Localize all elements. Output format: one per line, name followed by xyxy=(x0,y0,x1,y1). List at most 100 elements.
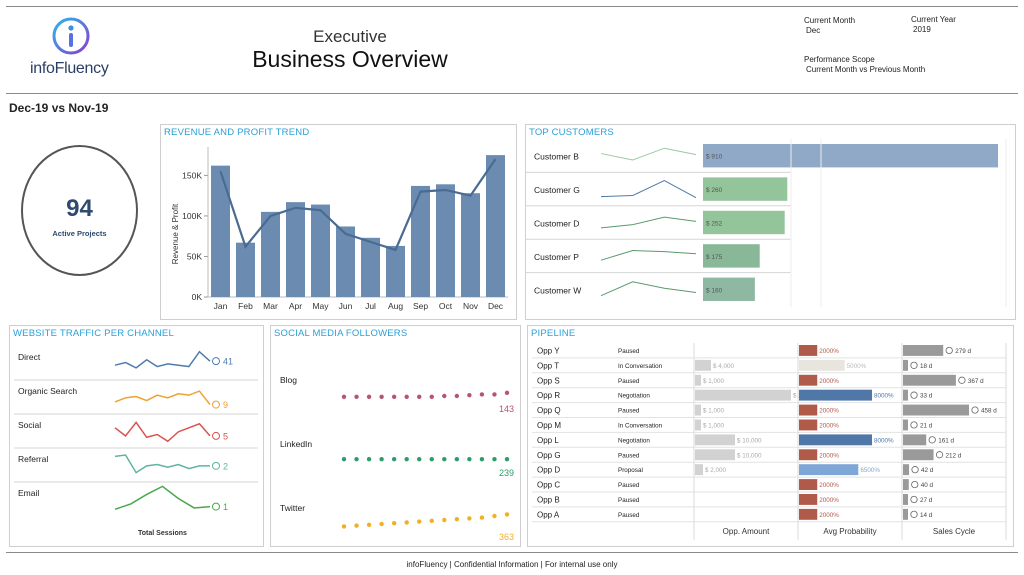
clock-icon xyxy=(958,376,966,384)
customer-bar xyxy=(703,244,760,268)
current-month-select[interactable]: Dec xyxy=(806,26,821,35)
follower-dot xyxy=(479,457,485,462)
kpi-value: 94 xyxy=(66,195,93,222)
amount-bar xyxy=(695,434,735,446)
cycle-bar xyxy=(903,389,908,401)
probability-label: 2000% xyxy=(819,452,839,459)
opp-stage: Paused xyxy=(618,378,640,385)
revenue-bar xyxy=(386,245,405,297)
amount-label: $ 1,000 xyxy=(703,378,725,385)
probability-label: 2000% xyxy=(819,348,839,355)
follower-dot xyxy=(404,457,409,462)
cycle-bar xyxy=(903,508,908,520)
performance-scope-select[interactable]: Current Month vs Previous Month xyxy=(806,65,926,74)
revenue-bar xyxy=(461,193,480,297)
probability-label: 8000% xyxy=(874,437,894,444)
amount-label: $ 1,000 xyxy=(703,422,725,429)
follower-dot xyxy=(429,394,434,399)
x-tick-label: Mar xyxy=(263,301,278,311)
follower-dot xyxy=(391,394,397,399)
revenue-bar xyxy=(311,204,330,297)
customer-bar xyxy=(703,177,788,201)
amount-label: $ 4,000 xyxy=(713,363,735,370)
follower-dot xyxy=(479,515,485,520)
page-title: Business Overview xyxy=(252,46,448,72)
x-tick-label: Dec xyxy=(488,301,504,311)
clock-icon xyxy=(971,406,979,414)
follower-dot xyxy=(479,392,485,397)
x-tick-label: Jan xyxy=(214,301,228,311)
channel-sparkline xyxy=(114,485,211,511)
current-year-select[interactable]: 2019 xyxy=(913,25,931,34)
customer-sparkline xyxy=(600,179,697,199)
revenue-bar xyxy=(436,184,455,297)
revenue-profit-panel: REVENUE AND PROFIT TREND Revenue & Profi… xyxy=(160,124,517,320)
customer-value-label: $ 252 xyxy=(706,221,723,228)
cycle-label: 161 d xyxy=(938,437,954,444)
kpi-label: Active Projects xyxy=(52,229,107,238)
opp-stage: In Conversation xyxy=(618,422,663,429)
channel-sessions-value: 2 xyxy=(223,461,228,471)
follower-dot xyxy=(504,390,510,395)
follower-dot xyxy=(417,519,422,524)
customer-name: Customer G xyxy=(534,185,580,195)
opp-stage: Paused xyxy=(618,512,640,519)
follower-dot xyxy=(366,457,372,462)
top-customers-panel: TOP CUSTOMERS Customer B $ 910 Customer G $… xyxy=(525,124,1016,320)
probability-label: 6500% xyxy=(860,467,880,474)
performance-scope-label: Performance Scope xyxy=(804,55,875,64)
opp-name: Opp M xyxy=(537,421,561,430)
channel-name: Direct xyxy=(18,352,41,362)
opp-stage: Paused xyxy=(618,482,640,489)
amount-label: $ 2,000 xyxy=(705,467,727,474)
probability-label: 2000% xyxy=(819,422,839,429)
channel-sparkline xyxy=(114,390,211,406)
amount-bar xyxy=(695,389,791,401)
follower-count: 363 xyxy=(499,532,514,542)
channel-name: Referral xyxy=(18,454,48,464)
cycle-bar xyxy=(903,449,934,461)
customer-bar xyxy=(703,210,785,235)
col-header-amount: Opp. Amount xyxy=(723,527,770,536)
revenue-bar xyxy=(411,185,430,297)
cycle-label: 40 d xyxy=(921,482,934,489)
top-customers-chart: Customer B $ 910 Customer G $ 260 Customer D… xyxy=(526,139,1007,307)
cycle-label: 458 d xyxy=(981,408,997,415)
follower-count: 143 xyxy=(499,404,514,414)
customer-value-label: $ 160 xyxy=(706,287,723,294)
probability-label: 2000% xyxy=(819,378,839,385)
customer-sparkline xyxy=(600,250,697,261)
follower-dot xyxy=(379,521,384,527)
x-tick-label: Feb xyxy=(238,301,253,311)
cycle-bar xyxy=(903,494,908,505)
channel-sessions-value: 9 xyxy=(223,400,228,410)
opp-stage: Negotiation xyxy=(618,393,650,400)
x-tick-label: Jun xyxy=(339,301,353,311)
website-traffic-title: WEBSITE TRAFFIC PER CHANNEL xyxy=(13,328,174,339)
y-tick-label: 0K xyxy=(192,292,203,302)
cycle-bar xyxy=(903,359,908,371)
pipeline-table: Opp Y Paused 2000% 279 d Opp T In Conversatio… xyxy=(532,343,1007,540)
probability-label: 8000% xyxy=(874,393,894,400)
amount-label: $ 1,000 xyxy=(703,408,725,415)
clock-icon xyxy=(910,391,918,399)
customer-name: Customer W xyxy=(534,285,581,295)
footer-divider xyxy=(6,552,1018,553)
opp-name: Opp S xyxy=(537,376,560,385)
revenue-bar xyxy=(336,226,355,297)
x-tick-label: Apr xyxy=(289,301,302,311)
follower-dot xyxy=(504,512,510,517)
follower-dot xyxy=(504,457,510,462)
x-tick-label: Oct xyxy=(439,301,453,311)
customer-bar xyxy=(703,277,755,301)
follower-dot xyxy=(454,517,460,522)
channel-name: Organic Search xyxy=(18,386,77,396)
opp-name: Opp G xyxy=(537,451,561,460)
follower-dot xyxy=(417,457,422,462)
sessions-icon xyxy=(212,357,220,366)
clock-icon xyxy=(910,495,918,504)
clock-icon xyxy=(945,346,953,355)
col-header-probability: Avg Probability xyxy=(823,527,876,536)
probability-bar xyxy=(799,464,859,476)
opp-name: Opp Q xyxy=(537,406,561,415)
